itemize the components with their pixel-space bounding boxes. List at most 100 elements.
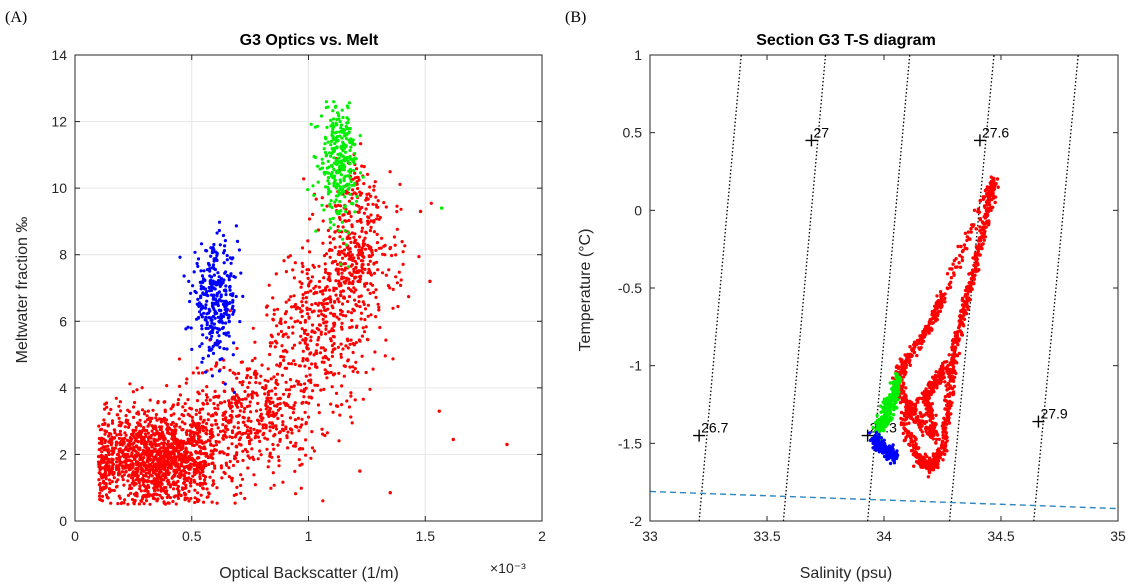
data-point: [331, 334, 335, 339]
data-point: [205, 428, 209, 432]
data-point: [331, 136, 335, 140]
data-point: [276, 402, 280, 406]
data-point: [272, 483, 276, 487]
data-point: [215, 486, 219, 490]
data-point: [308, 217, 312, 221]
data-point: [236, 431, 240, 435]
data-point: [109, 432, 113, 436]
data-point: [195, 366, 199, 370]
data-point: [960, 258, 965, 263]
data-point: [976, 263, 980, 267]
data-point: [226, 452, 230, 457]
data-point: [288, 378, 293, 382]
data-point: [207, 263, 211, 267]
data-point: [969, 283, 973, 287]
data-point: [334, 286, 338, 291]
data-point: [978, 218, 982, 222]
y-tick-label: -0.5: [618, 280, 642, 296]
data-point: [955, 334, 959, 339]
data-point: [271, 471, 275, 475]
data-point: [323, 308, 327, 312]
data-point: [896, 386, 900, 390]
data-point: [351, 369, 355, 373]
data-point: [235, 451, 239, 455]
data-point: [159, 446, 163, 450]
data-point: [233, 435, 238, 439]
data-point: [305, 357, 309, 361]
data-point: [353, 232, 357, 236]
data-point: [345, 191, 349, 195]
data-point: [264, 399, 268, 404]
data-point: [265, 412, 269, 416]
data-point: [225, 274, 229, 278]
data-point: [201, 356, 205, 360]
data-point: [254, 380, 258, 385]
data-point: [937, 437, 941, 441]
data-point: [172, 455, 176, 459]
data-point: [927, 381, 931, 385]
data-point: [209, 318, 213, 322]
data-point: [173, 440, 177, 444]
data-point: [207, 345, 211, 349]
data-point: [189, 431, 193, 435]
data-point: [400, 240, 404, 244]
data-point: [337, 190, 341, 194]
chart-a-frame: [74, 54, 543, 522]
data-point: [154, 463, 158, 467]
data-point: [204, 398, 208, 402]
data-point: [309, 351, 313, 355]
data-point: [354, 288, 358, 292]
data-point: [363, 236, 367, 240]
data-point: [989, 206, 993, 210]
data-point: [159, 469, 163, 473]
data-point: [363, 247, 368, 251]
data-point: [369, 225, 373, 229]
data-point: [339, 342, 343, 346]
data-point: [335, 267, 339, 271]
data-point: [354, 266, 358, 270]
data-point: [337, 371, 341, 375]
data-point: [338, 308, 343, 312]
data-point: [280, 373, 284, 377]
data-point: [897, 376, 902, 380]
data-point: [201, 277, 206, 281]
chart-ts-diagram: Section G3 T-S diagram Salinity (psu) Te…: [577, 32, 1126, 582]
data-point: [943, 380, 947, 384]
data-point: [337, 300, 341, 304]
data-point: [355, 182, 359, 186]
data-point: [911, 417, 915, 422]
data-point: [330, 151, 334, 155]
data-point: [931, 452, 936, 456]
data-point: [131, 462, 135, 466]
data-point: [224, 305, 228, 309]
data-point: [206, 311, 211, 315]
data-point: [320, 203, 324, 207]
data-point: [935, 314, 939, 318]
data-point: [329, 154, 333, 158]
data-point: [149, 436, 153, 440]
data-point: [211, 303, 215, 307]
data-point: [341, 225, 345, 229]
data-point: [346, 121, 350, 125]
data-point: [100, 488, 104, 492]
data-point: [299, 310, 303, 314]
data-point: [344, 133, 348, 137]
data-point: [268, 454, 272, 458]
data-point: [321, 346, 325, 350]
data-point: [162, 486, 166, 490]
data-point: [197, 392, 201, 396]
data-point: [987, 219, 991, 223]
data-point: [268, 421, 272, 425]
data-point: [201, 470, 205, 474]
data-point: [314, 301, 318, 306]
data-point: [358, 339, 362, 343]
data-point: [247, 439, 251, 443]
data-point: [326, 307, 330, 311]
data-point: [300, 327, 304, 331]
data-point: [330, 327, 334, 331]
data-point: [181, 405, 185, 409]
data-point: [259, 412, 263, 416]
data-point: [146, 431, 150, 435]
data-point: [289, 316, 293, 320]
data-point: [930, 327, 934, 332]
